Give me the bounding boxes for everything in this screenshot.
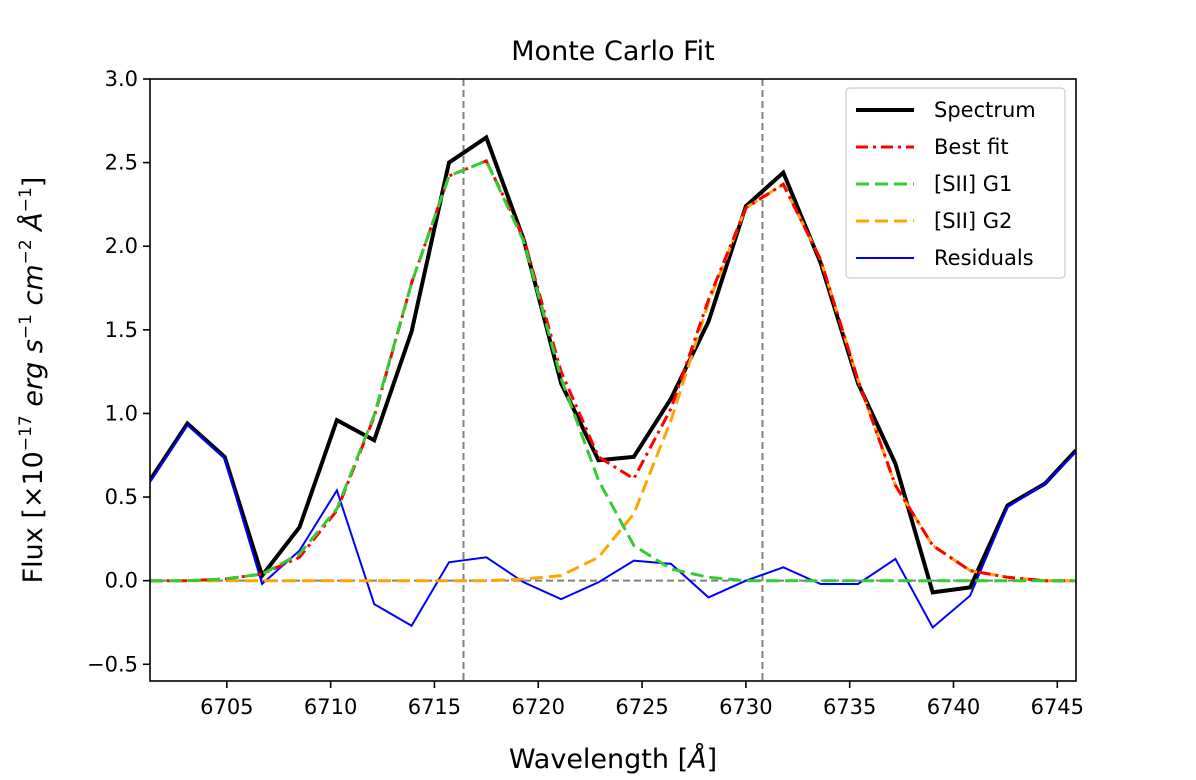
x-tick-label: 6735 bbox=[823, 695, 876, 719]
y-tick-label: −0.5 bbox=[87, 652, 138, 676]
chart-title: Monte Carlo Fit bbox=[511, 36, 714, 67]
x-tick-label: 6745 bbox=[1031, 695, 1084, 719]
legend-label: Best fit bbox=[934, 135, 1009, 159]
y-tick-label: 0.5 bbox=[105, 485, 138, 509]
x-tick-label: 6725 bbox=[615, 695, 668, 719]
legend: Spectrum Best fit [SII] G1 [SII] G2 Residual… bbox=[845, 87, 1066, 279]
legend-label: [SII] G2 bbox=[934, 209, 1012, 233]
y-tick-label: 0.0 bbox=[105, 569, 138, 593]
y-tick-label: 3.0 bbox=[105, 67, 138, 91]
legend-label: Residuals bbox=[934, 246, 1034, 270]
y-tick-label: 2.0 bbox=[105, 234, 138, 258]
x-tick-label: 6720 bbox=[512, 695, 565, 719]
x-tick-label: 6710 bbox=[304, 695, 357, 719]
series-line-residuals bbox=[150, 423, 1076, 630]
legend-label: Spectrum bbox=[934, 98, 1036, 122]
series-layer bbox=[150, 134, 1076, 630]
x-tick-label: 6740 bbox=[927, 695, 980, 719]
y-axis: −0.5 0.0 0.5 1.0 1.5 2.0 2.5 3.0 bbox=[87, 67, 150, 676]
x-tick-label: 6730 bbox=[719, 695, 772, 719]
series-line-spectrum bbox=[150, 134, 1076, 595]
y-tick-label: 2.5 bbox=[105, 151, 138, 175]
series-line-sii-g1 bbox=[150, 158, 1076, 583]
y-tick-label: 1.0 bbox=[105, 401, 138, 425]
y-axis-label: Flux [×10−17 erg s−1 cm−2 Å−1] bbox=[16, 177, 49, 584]
x-axis-label: Wavelength [Å] bbox=[509, 743, 717, 775]
x-tick-label: 6715 bbox=[408, 695, 461, 719]
plot-frame bbox=[149, 78, 1077, 682]
x-tick-label: 6705 bbox=[200, 695, 253, 719]
legend-label: [SII] G1 bbox=[934, 172, 1012, 196]
y-tick-label: 1.5 bbox=[105, 318, 138, 342]
x-axis: 6705 6710 6715 6720 6725 6730 6735 6740 6745 bbox=[200, 681, 1084, 719]
series-line-best-fit bbox=[150, 158, 1076, 583]
legend-box bbox=[845, 87, 1066, 279]
